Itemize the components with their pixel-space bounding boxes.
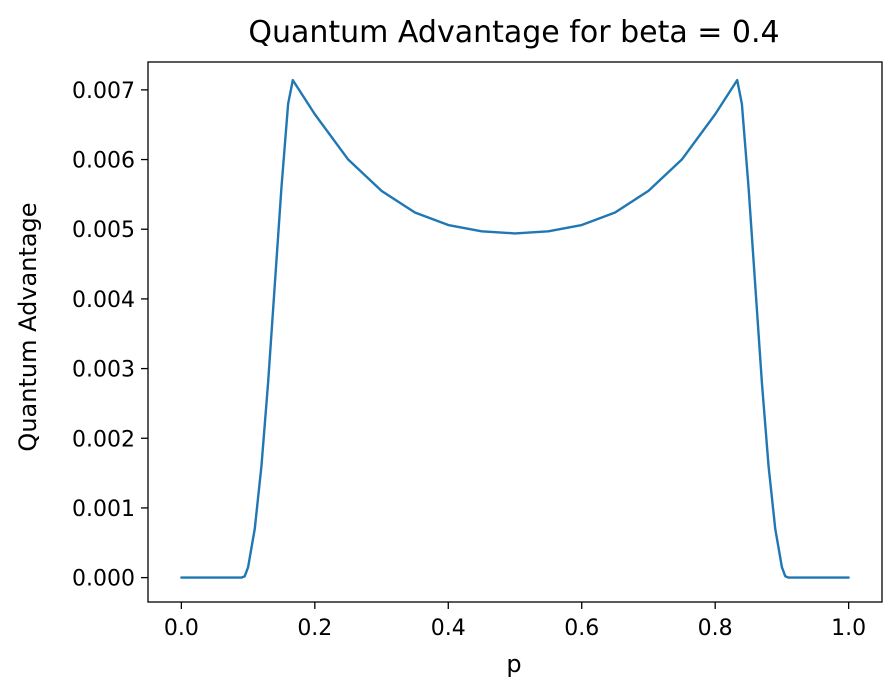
y-tick-label: 0.001 bbox=[72, 497, 135, 522]
y-tick-label: 0.000 bbox=[72, 567, 135, 592]
chart-title: Quantum Advantage for beta = 0.4 bbox=[248, 15, 779, 50]
y-axis: 0.000 0.001 0.002 0.003 0.004 0.005 0.006 0.007 bbox=[72, 79, 148, 592]
x-tick-label: 1.0 bbox=[831, 616, 866, 641]
x-tick-label: 0.0 bbox=[164, 616, 199, 641]
series-line bbox=[180, 78, 850, 579]
y-tick-label: 0.007 bbox=[72, 79, 135, 104]
y-axis-label: Quantum Advantage bbox=[14, 202, 42, 451]
x-tick-label: 0.6 bbox=[564, 616, 599, 641]
x-axis-label: p bbox=[506, 650, 521, 678]
plot-area bbox=[147, 61, 883, 603]
y-tick-label: 0.006 bbox=[72, 149, 135, 174]
x-tick-label: 0.2 bbox=[297, 616, 332, 641]
y-tick-label: 0.003 bbox=[72, 358, 135, 383]
axes-frame bbox=[147, 61, 883, 603]
y-tick-label: 0.004 bbox=[72, 288, 135, 313]
x-tick-label: 0.4 bbox=[431, 616, 466, 641]
y-tick-label: 0.005 bbox=[72, 218, 135, 243]
x-tick-label: 0.8 bbox=[698, 616, 733, 641]
y-tick-label: 0.002 bbox=[72, 427, 135, 452]
x-axis: 0.0 0.2 0.4 0.6 0.8 1.0 bbox=[164, 602, 866, 641]
